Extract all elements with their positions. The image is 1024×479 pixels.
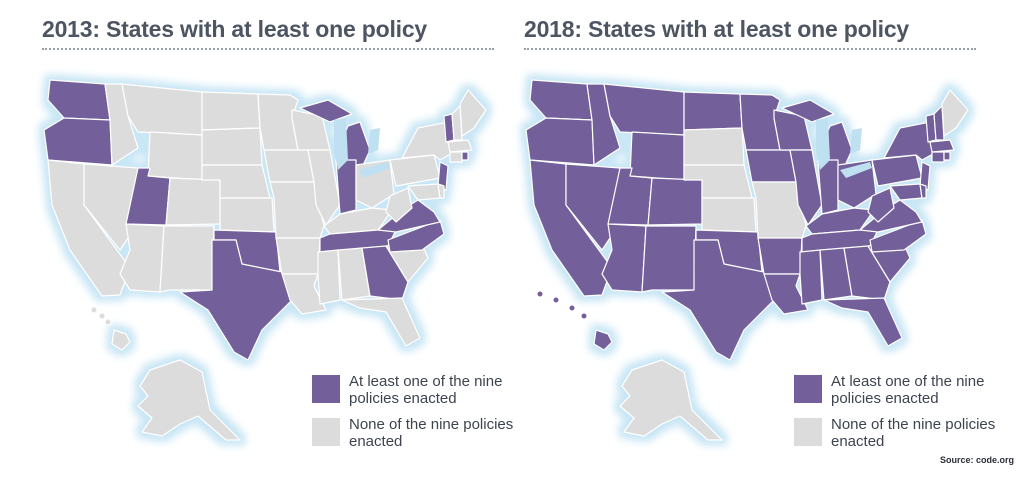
legend-label-none: None of the nine policies enacted: [349, 416, 514, 450]
state-washington: [47, 79, 111, 121]
state-alaska: [619, 359, 723, 441]
legend-item-enacted: At least one of the nine policies enacte…: [794, 373, 1001, 407]
state-new-mexico: [159, 225, 215, 293]
state-indiana: [335, 159, 357, 215]
state-georgia: [843, 245, 891, 301]
state-michigan-upper: [299, 99, 353, 123]
state-south-dakota: [201, 127, 263, 166]
state-west-virginia: [867, 187, 895, 223]
state-minnesota: [257, 93, 299, 151]
state-west-virginia: [385, 187, 413, 223]
state-mississippi: [799, 249, 823, 305]
title-divider: [42, 48, 494, 50]
map-title-2018: 2018: States with at least one policy: [524, 16, 910, 42]
legend-item-none: None of the nine policies enacted: [794, 416, 1001, 450]
legend-swatch-none: [312, 418, 340, 446]
map-panel-2018: 2018: States with at least one policy: [512, 0, 995, 479]
us-map-2018: [525, 79, 969, 441]
legend-swatch-enacted: [794, 375, 822, 403]
state-massachusetts: [447, 139, 473, 153]
state-new-mexico: [641, 225, 697, 293]
state-north-dakota: [683, 91, 743, 131]
state-arkansas: [757, 237, 803, 275]
state-oregon: [525, 117, 595, 166]
state-pennsylvania: [871, 154, 923, 187]
state-texas: [661, 239, 775, 361]
state-kansas: [219, 197, 275, 233]
state-iowa: [263, 149, 315, 183]
map-panel-2013: 2013: States with at least one policy: [30, 0, 513, 479]
state-iowa: [745, 149, 797, 183]
legend-swatch-enacted: [312, 375, 340, 403]
state-minnesota: [739, 93, 781, 151]
state-mississippi: [317, 249, 341, 305]
state-hawaii: [111, 329, 131, 351]
state-washington: [529, 79, 593, 121]
state-oregon: [43, 117, 113, 166]
legend-label-enacted: At least one of the nine policies enacte…: [831, 373, 985, 407]
state-maryland: [889, 183, 923, 201]
source-credit: Source: code.org: [939, 455, 1014, 465]
state-kansas: [701, 197, 757, 233]
state-wyoming: [629, 131, 685, 181]
legend-item-enacted: At least one of the nine policies enacte…: [312, 373, 519, 407]
state-arkansas: [275, 237, 321, 275]
state-colorado: [165, 177, 221, 226]
state-new-jersey: [437, 161, 449, 191]
state-montana: [603, 83, 685, 136]
state-hawaii: [593, 329, 613, 351]
state-colorado: [647, 177, 703, 226]
hawaii-islands: [536, 290, 588, 320]
state-florida: [341, 297, 421, 347]
state-connecticut: [931, 151, 945, 163]
state-montana: [121, 83, 203, 136]
state-maine: [459, 89, 487, 137]
state-nevada: [83, 163, 139, 251]
state-delaware: [437, 183, 445, 199]
state-florida: [823, 297, 903, 347]
title-divider: [524, 48, 976, 50]
legend-item-none: None of the nine policies enacted: [312, 416, 519, 450]
state-michigan-upper: [781, 99, 835, 123]
great-lakes: [334, 118, 390, 178]
state-south-dakota: [683, 127, 745, 166]
state-wyoming: [147, 131, 203, 181]
state-georgia: [361, 245, 409, 301]
state-indiana: [817, 159, 839, 215]
us-map-2013: [43, 79, 487, 441]
state-delaware: [919, 183, 927, 199]
great-lakes: [816, 118, 872, 178]
legend-label-enacted: At least one of the nine policies enacte…: [349, 373, 503, 407]
hawaii-islands: [90, 306, 112, 326]
map-title-2013: 2013: States with at least one policy: [42, 16, 428, 42]
state-rhode-island: [943, 151, 951, 161]
state-massachusetts: [929, 139, 955, 153]
legend-label-none: None of the nine policies enacted: [831, 416, 996, 450]
legend-swatch-none: [794, 418, 822, 446]
state-north-dakota: [201, 91, 261, 131]
state-connecticut: [449, 151, 463, 163]
state-maine: [941, 89, 969, 137]
state-nevada: [565, 163, 621, 251]
state-rhode-island: [461, 151, 469, 161]
state-alaska: [137, 359, 241, 441]
state-texas: [179, 239, 293, 361]
state-new-jersey: [919, 161, 931, 191]
state-pennsylvania: [389, 154, 441, 187]
state-maryland: [407, 183, 441, 201]
